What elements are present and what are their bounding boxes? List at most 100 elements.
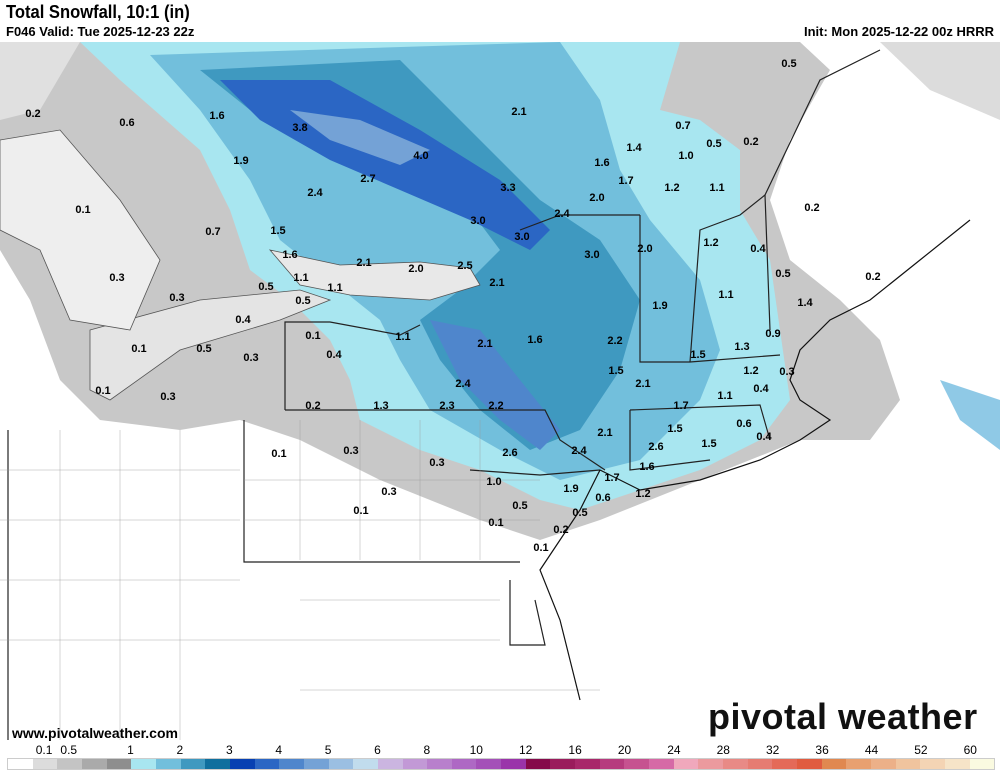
snowfall-value-label: 1.2 [635,488,650,500]
legend-tick: 36 [815,743,829,757]
legend-tick: 20 [617,743,632,757]
snowfall-value-label: 0.5 [258,281,273,293]
snowfall-value-label: 2.1 [511,106,526,118]
legend-swatch [550,759,576,769]
lake-erie [89,289,332,401]
snowfall-value-label: 0.3 [243,352,258,364]
legend-tick: 12 [519,743,533,757]
legend-swatch [797,759,822,769]
snowfall-value-label: 1.1 [293,272,308,284]
snowfall-value-label: 1.2 [664,182,679,194]
legend-swatch [895,759,921,769]
snowfall-value-label: 1.2 [703,237,718,249]
legend-tick: 24 [667,743,681,757]
snowfall-value-label: 0.3 [779,366,794,378]
legend-swatch [821,759,847,769]
snowfall-value-label: 0.5 [512,500,527,512]
snowfall-value-label: 1.3 [734,341,749,353]
legend-swatch [747,759,773,769]
snowfall-value-label: 1.2 [743,365,758,377]
legend-tick: 60 [963,743,977,757]
snowfall-value-label: 0.2 [804,202,819,214]
snowfall-value-label: 1.5 [690,349,705,361]
snowfall-value-label: 0.6 [736,418,751,430]
legend-swatch [870,759,896,769]
legend-swatch [723,759,748,769]
snowfall-value-label: 2.1 [635,378,650,390]
legend-swatch [353,759,378,769]
lake-huron [0,129,161,331]
snowfall-value-label: 3.3 [500,182,515,194]
legend-swatch [427,759,452,769]
snowfall-value-label: 1.4 [797,297,813,309]
snowfall-value-label: 0.2 [25,108,40,120]
snow-area-3in [200,60,640,450]
legend-swatch [81,759,107,769]
snowfall-value-label: 0.5 [295,295,310,307]
legend-swatch [254,759,280,769]
legend-swatch [377,759,403,769]
snowfall-value-label: 2.4 [307,187,323,199]
legend-swatch [205,759,230,769]
map-title: Total Snowfall, 10:1 (in) [6,2,190,22]
legend-tick: 6 [374,743,381,757]
pivotal-weather-logo: pivotal weather [708,696,978,737]
color-legend: 0.1 0.5 1 2 3 4 5 6 8 10 12 16 20 24 28 32 36 44 52 60 [0,742,1000,772]
legend-swatch [279,759,304,769]
snowfall-value-label: 1.5 [608,365,623,377]
legend-tick: 5 [324,743,332,757]
snowfall-value-label: 0.2 [553,524,568,536]
legend-swatch [155,759,181,769]
legend-tick: 10 [469,743,483,757]
legend-swatch [698,759,724,769]
legend-swatch [476,759,502,769]
snowfall-value-label: 0.1 [488,517,503,529]
legend-tick: 32 [766,743,780,757]
legend-swatch [32,759,58,769]
legend-tick: 3 [225,743,233,757]
legend-swatch [229,759,255,769]
snowfall-value-label: 2.1 [356,257,371,269]
legend-swatch [624,759,650,769]
snowfall-value-label: 2.4 [455,378,471,390]
snowfall-value-label: 0.3 [429,457,444,469]
snowfall-value-label: 0.4 [326,349,342,361]
snowfall-value-label: 0.4 [750,243,766,255]
snowfall-value-label: 0.3 [160,391,175,403]
snowfall-value-label: 0.2 [865,271,880,283]
legend-tick: 16 [568,743,582,757]
snowfall-value-label: 3.0 [470,215,485,227]
legend-tick: 4 [275,743,283,757]
snowfall-value-label: 0.3 [381,486,396,498]
snowfall-value-label: 2.5 [457,260,472,272]
snowfall-value-label: 0.5 [196,343,211,355]
snowfall-value-label: 0.4 [753,383,769,395]
snowfall-value-label: 2.0 [589,192,604,204]
legend-swatch [8,759,33,769]
snowfall-value-label: 2.2 [488,400,503,412]
legend-swatch [131,759,156,769]
county-lines [0,420,600,740]
legend-tick: 0.1 [35,743,53,757]
snowfall-value-label: 3.0 [514,231,529,243]
snowfall-value-label: 1.9 [652,300,667,312]
legend-swatch [525,759,551,769]
snowfall-value-label: 1.1 [395,331,410,343]
snowfall-value-label: 1.0 [486,476,501,488]
snowfall-value-label: 0.2 [305,400,320,412]
legend-tick: 2 [176,743,184,757]
legend-tick: 44 [864,743,879,757]
snowfall-value-label: 2.2 [607,335,622,347]
snowfall-value-label: 1.1 [717,390,732,402]
valid-time: F046 Valid: Tue 2025-12-23 22z [6,24,195,39]
legend-swatch [575,759,600,769]
legend-tick: 1 [127,743,134,757]
snowfall-value-label: 3.8 [292,122,307,134]
snowfall-value-label: 2.3 [439,400,454,412]
legend-swatch [846,759,871,769]
website-link[interactable]: www.pivotalweather.com [12,725,178,741]
snowfall-value-label: 1.9 [563,483,578,495]
snowfall-value-label: 2.6 [648,441,663,453]
snowfall-value-label: 0.7 [205,226,220,238]
snowfall-value-label: 1.6 [282,249,297,261]
